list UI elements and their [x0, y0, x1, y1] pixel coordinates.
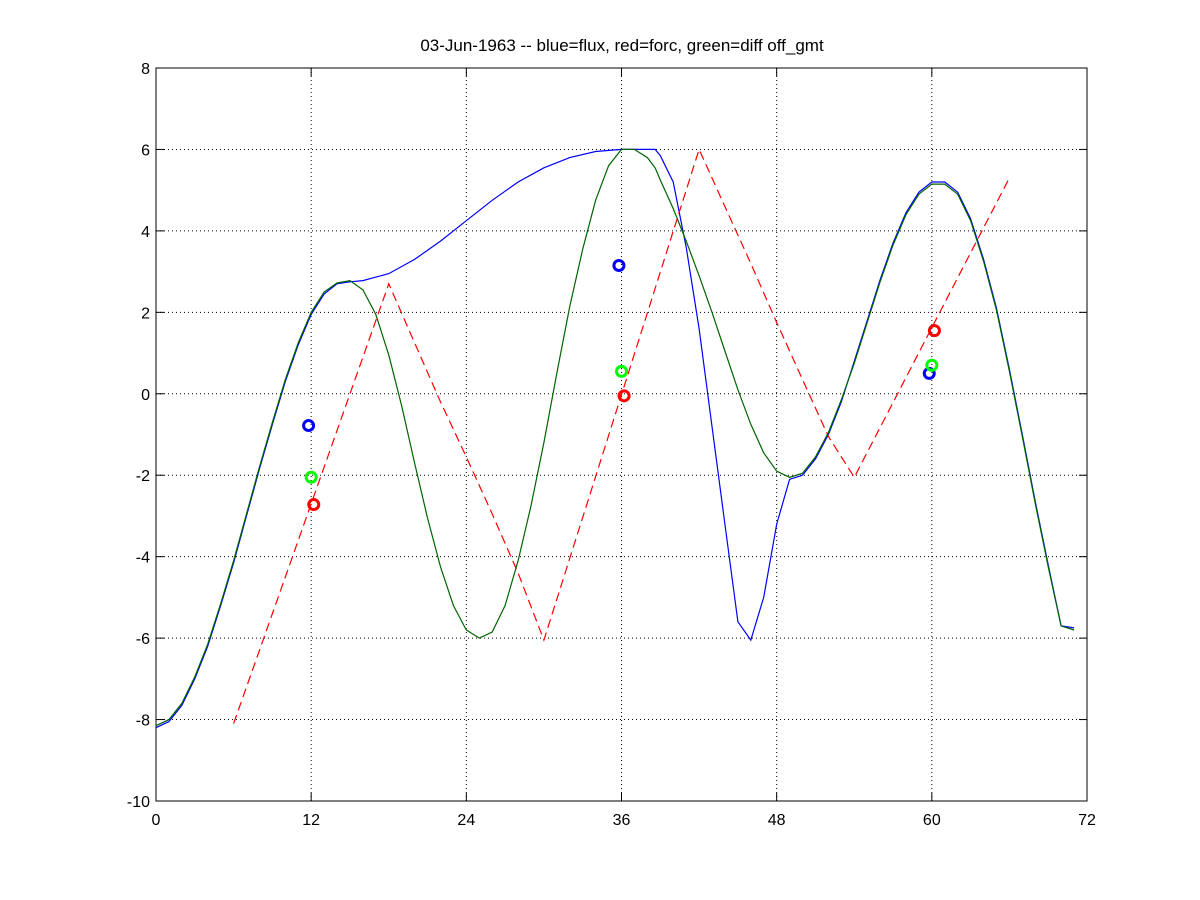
- series-lines: [155, 147, 1075, 729]
- x-tick-label: 12: [302, 812, 320, 829]
- y-tick-label: 6: [141, 142, 150, 159]
- x-tick-label: 48: [768, 812, 786, 829]
- data-marker: [302, 419, 316, 433]
- x-tick-label: 60: [923, 812, 941, 829]
- data-marker: [617, 389, 631, 403]
- chart-title: 03-Jun-1963 -- blue=flux, red=forc, gree…: [420, 36, 824, 55]
- y-tick-label: 2: [141, 305, 150, 322]
- y-tick-label: 0: [141, 387, 150, 404]
- series-line-3: [155, 148, 1075, 727]
- y-tick-label: -10: [127, 794, 150, 811]
- y-tick-label: -8: [136, 713, 150, 730]
- grid: [156, 68, 1087, 801]
- y-tick-label: 4: [141, 224, 150, 241]
- x-tick-label: 24: [457, 812, 475, 829]
- x-tick-label: 36: [613, 812, 631, 829]
- plot-area-frame: [155, 67, 1088, 802]
- data-marker: [307, 498, 321, 512]
- series-line-1: [155, 148, 1075, 729]
- data-marker: [615, 364, 628, 378]
- data-marker: [304, 470, 318, 484]
- x-tick-label: 72: [1078, 812, 1096, 829]
- data-marker: [927, 324, 941, 338]
- y-tick-label: -6: [136, 631, 150, 648]
- y-tick-label: 8: [141, 61, 150, 78]
- data-marker: [612, 259, 626, 273]
- series-line-2: [233, 147, 1010, 724]
- markers: [302, 259, 941, 512]
- data-marker: [925, 358, 939, 372]
- y-tick-label: -2: [136, 468, 150, 485]
- x-tick-label: 0: [152, 812, 161, 829]
- y-tick-label: -4: [136, 550, 150, 567]
